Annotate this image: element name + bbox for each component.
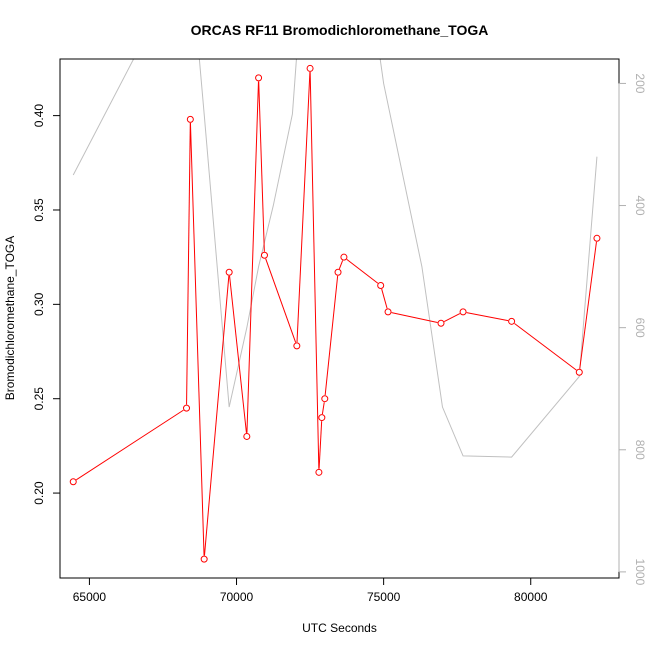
data-point [200,555,208,563]
data-point [293,342,301,350]
y2-tick-label: 800 [633,440,647,460]
data-point [243,432,251,440]
secondary-series-line [72,59,598,458]
series-segment [514,323,577,371]
series-segment [338,260,344,270]
data-point [437,319,445,327]
series-segment [466,312,509,322]
data-point [459,308,467,316]
y-axis-label: Bromodichloromethane_TOGA [3,236,17,401]
chart-title: ORCAS RF11 Bromodichloromethane_TOGA [191,22,489,38]
secondary-series-layer [72,59,598,458]
series-segment [443,313,461,323]
series-segment [229,275,247,433]
y2-tick-label: 600 [633,318,647,338]
primary-series-layer [69,64,601,563]
x-tick-label: 70000 [220,590,254,604]
data-point [321,395,329,403]
series-segment [258,81,265,252]
series-segment [189,122,205,556]
x-axis: 65000 70000 75000 80000 [73,577,548,604]
y-tick-label: 0.30 [32,292,46,316]
x-tick-label: 80000 [514,590,548,604]
series-segment [321,402,325,415]
data-point [575,368,583,376]
series-segment [391,312,438,323]
data-point [306,64,314,72]
data-point [315,468,323,476]
series-segment [186,122,191,405]
y2-tick-label: 400 [633,196,647,216]
data-point [69,478,77,486]
series-segment [296,72,311,343]
series-segment [318,421,323,469]
series-segment [346,258,379,284]
y-tick-label: 0.40 [32,104,46,128]
y2-axis: 200 400 600 800 1000 [618,73,647,586]
series-segment [75,409,184,481]
y2-tick-label: 200 [633,73,647,93]
data-point [593,234,601,242]
series-segment [246,81,259,433]
y-tick-label: 0.20 [32,481,46,505]
series-segment [309,72,320,469]
y2-tick-label: 1000 [633,559,647,586]
y-tick-label: 0.35 [32,198,46,222]
x-tick-label: 75000 [367,590,401,604]
data-point [340,253,348,261]
x-axis-label: UTC Seconds [302,621,377,635]
series-segment [579,241,597,369]
data-point [384,308,392,316]
y-tick-label: 0.25 [32,387,46,411]
data-point [186,115,194,123]
series-segment [324,275,339,396]
data-point [377,281,385,289]
x-tick-label: 65000 [73,590,107,604]
y-axis: 0.20 0.25 0.30 0.35 0.40 [32,104,61,505]
series-segment [203,275,230,556]
data-point [318,414,326,422]
data-point [508,317,516,325]
data-point [225,268,233,276]
series-segment [381,288,388,309]
data-point [183,404,191,412]
data-point [255,74,263,82]
data-point [334,268,342,276]
data-point [260,251,268,259]
series-segment [265,258,297,343]
plot-frame [59,58,620,579]
